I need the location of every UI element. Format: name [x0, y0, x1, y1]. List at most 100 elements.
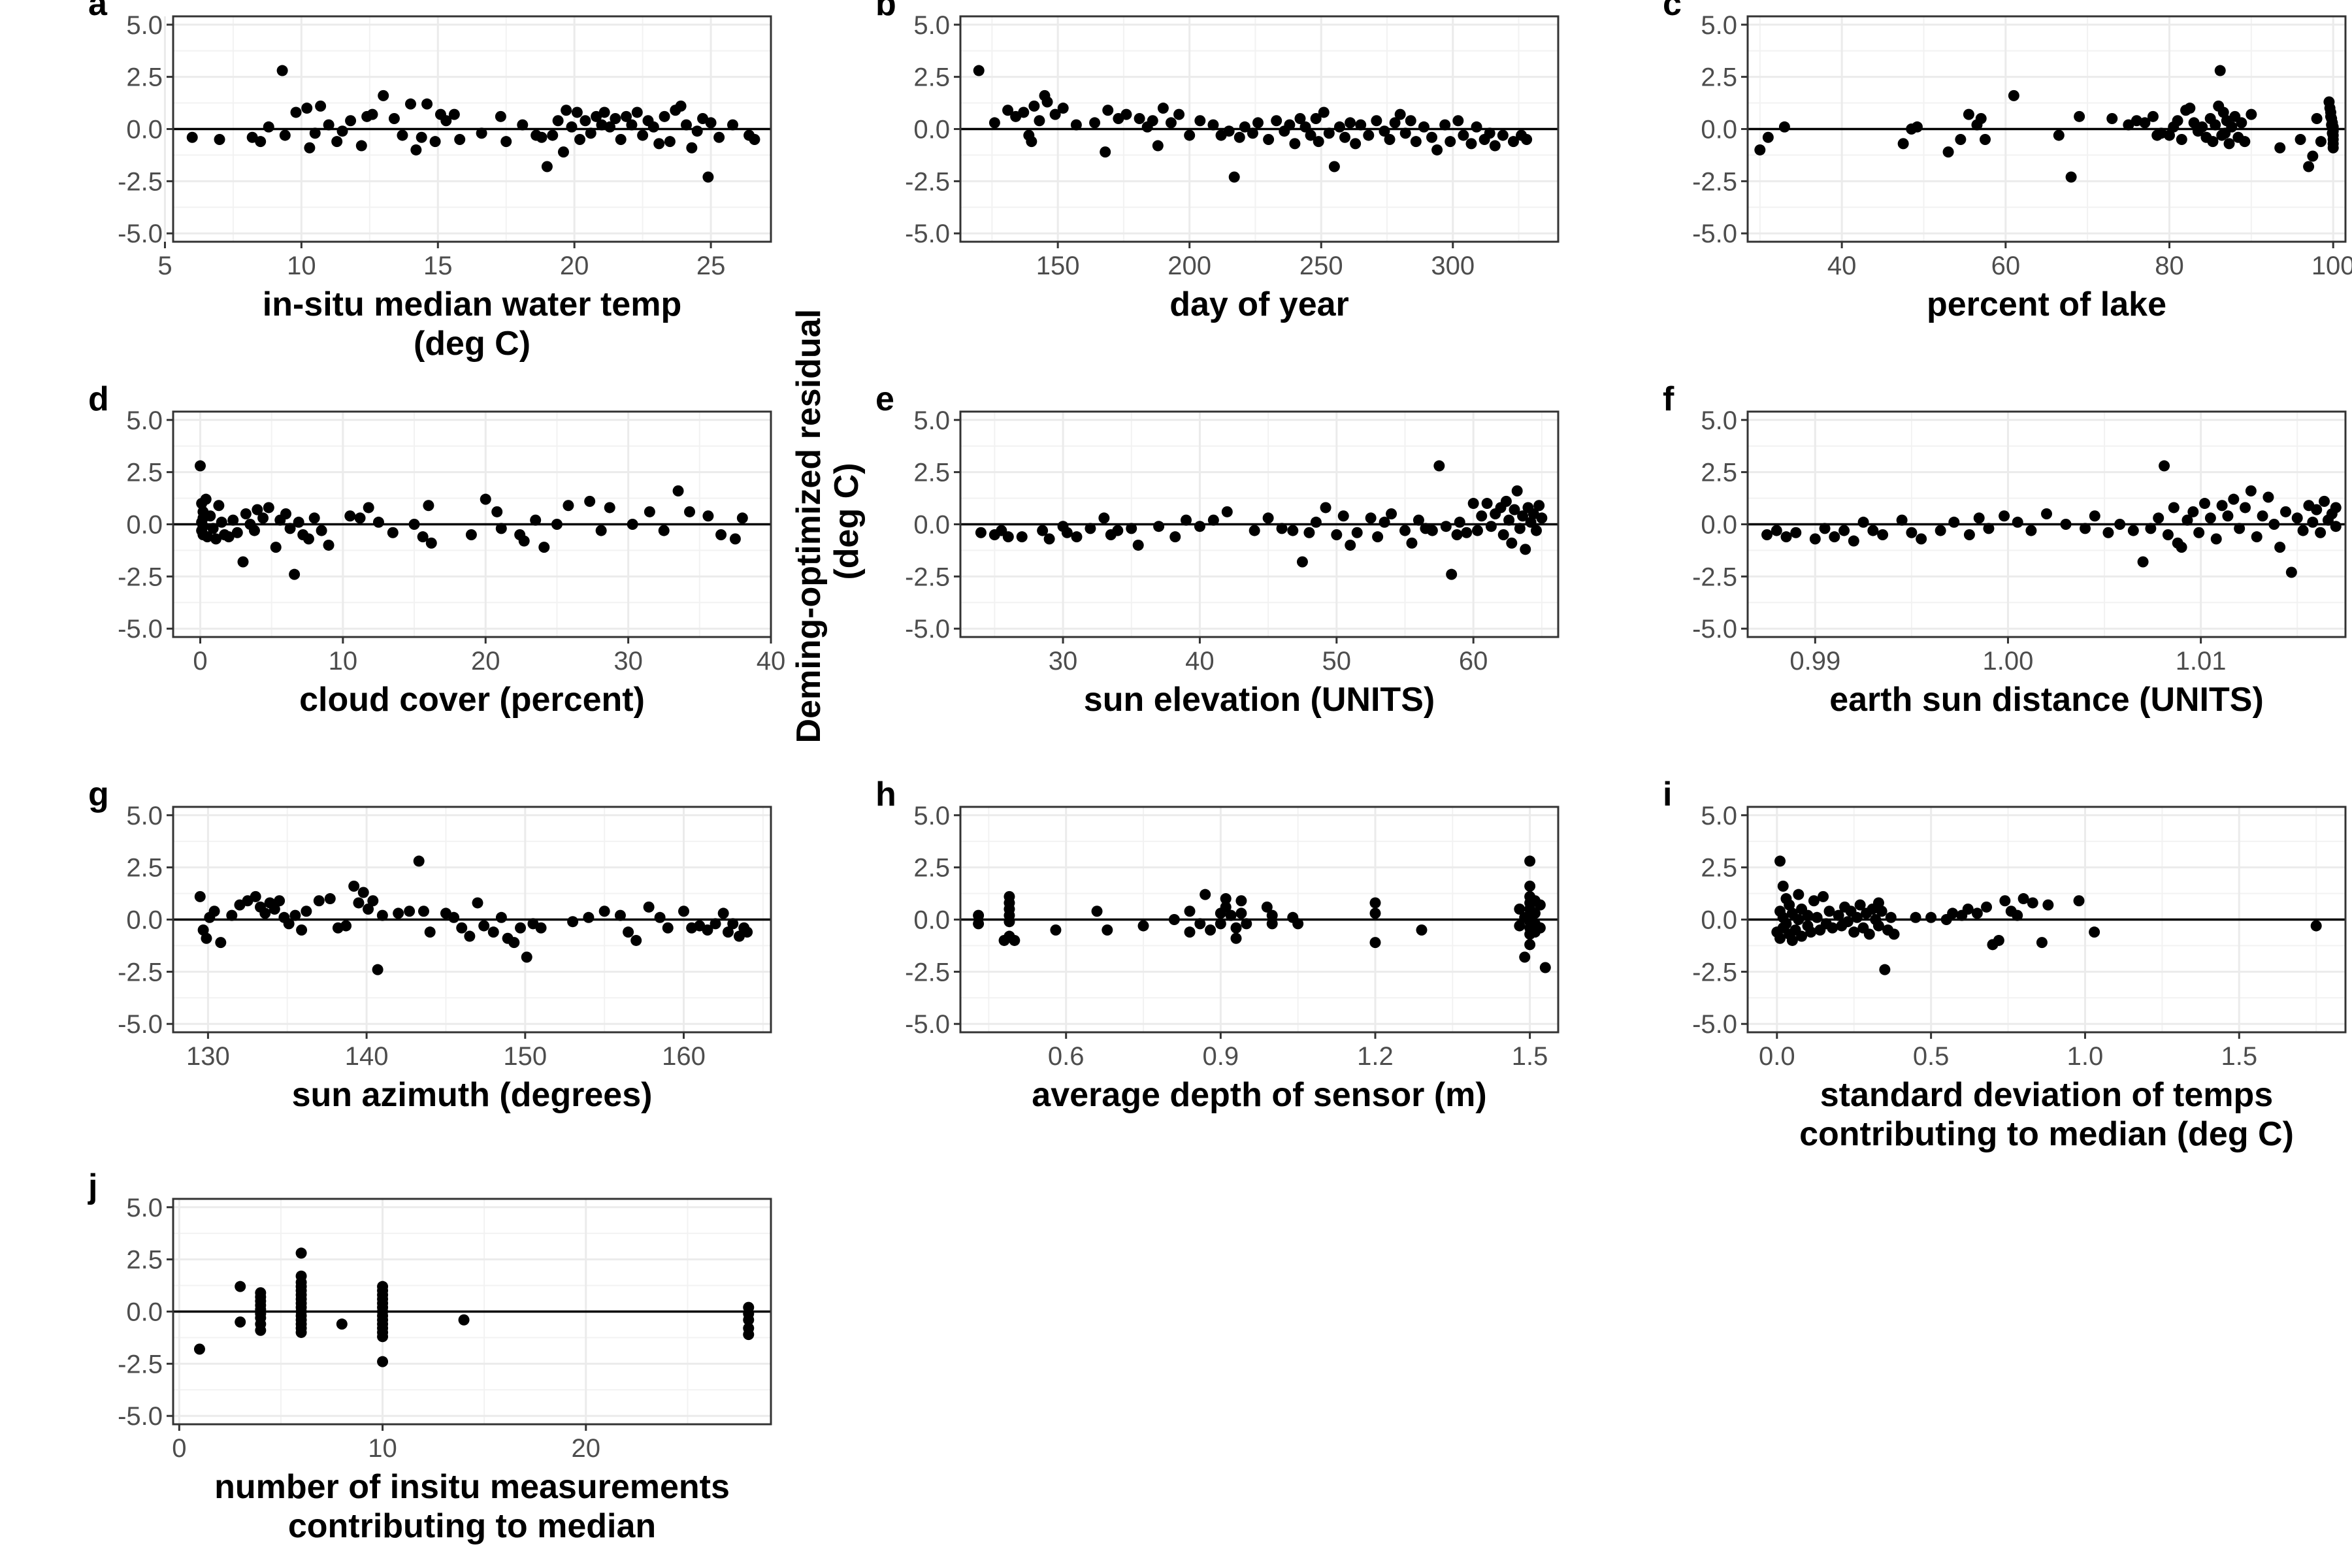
scatter-panels: -5.0 -2.5 0.0 2.5 5.0 5 10 15 20 25 in-situ median… [88, 0, 2352, 1545]
data-point [727, 119, 739, 131]
data-point [1345, 117, 1356, 129]
data-point [1310, 516, 1322, 528]
data-point [1220, 893, 1232, 905]
data-point [1433, 460, 1445, 472]
data-point [393, 907, 404, 919]
data-point [1318, 106, 1330, 118]
data-point [1485, 521, 1497, 532]
data-point [1857, 516, 1869, 528]
data-point [1071, 531, 1083, 543]
data-point [1351, 527, 1363, 538]
data-point [2137, 556, 2149, 568]
data-point [408, 519, 420, 530]
data-point [1034, 115, 1045, 127]
data-point [521, 951, 532, 963]
data-point [1009, 934, 1021, 946]
data-point [1372, 531, 1384, 543]
y-tick-label: 5.0 [126, 1194, 163, 1222]
y-tick-label: 5.0 [126, 11, 163, 40]
y-tick-label: -5.0 [905, 615, 950, 644]
data-point [276, 65, 288, 76]
x-tick-label: 60 [1991, 252, 2021, 280]
panel-tag: e [875, 380, 894, 418]
data-point [1016, 531, 1028, 543]
data-point [2074, 110, 2085, 122]
data-point [500, 136, 512, 148]
y-tick-label: -5.0 [118, 220, 163, 248]
data-point [304, 142, 316, 154]
data-point [2226, 121, 2238, 133]
x-axis-title: average depth of sensor (m) [1032, 1076, 1486, 1114]
data-point [1999, 510, 2010, 522]
data-point [2330, 502, 2342, 514]
data-point [348, 880, 360, 892]
data-point [515, 922, 527, 934]
y-tick-label: -5.0 [1692, 615, 1737, 644]
data-point [580, 115, 591, 127]
panel-a: -5.0 -2.5 0.0 2.5 5.0 5 10 15 20 25 in-situ median… [88, 0, 772, 363]
data-point [315, 100, 327, 112]
data-point [363, 904, 374, 915]
data-point [2210, 533, 2222, 545]
data-point [1287, 525, 1299, 536]
data-point [1762, 131, 1774, 143]
y-tick-label: 5.0 [1701, 802, 1737, 830]
data-point [1786, 934, 1798, 946]
data-point [2193, 527, 2205, 538]
data-point [1405, 115, 1416, 127]
data-point [1310, 113, 1322, 125]
data-point [2315, 136, 2327, 148]
x-tick-label: 15 [423, 252, 453, 280]
data-point [491, 506, 503, 517]
data-point [1519, 951, 1531, 963]
data-point [201, 531, 213, 543]
data-point [610, 113, 621, 125]
data-point [372, 964, 384, 975]
data-point [1497, 529, 1509, 540]
data-point [448, 911, 460, 923]
x-tick-label: 0.0 [1759, 1042, 1795, 1071]
data-point [1413, 514, 1424, 526]
data-point [2216, 500, 2228, 512]
data-point [552, 115, 564, 127]
data-point [487, 926, 499, 938]
data-point [1132, 539, 1144, 551]
data-point [2326, 119, 2338, 131]
data-point [1507, 136, 1519, 148]
data-point [367, 895, 379, 907]
data-point [647, 121, 659, 133]
data-point [2197, 121, 2208, 133]
data-point [1975, 113, 1987, 125]
data-point [1461, 527, 1473, 538]
y-tick-label: -2.5 [118, 563, 163, 591]
data-point [1355, 119, 1367, 131]
data-point [1152, 140, 1164, 152]
x-tick-label: 200 [1168, 252, 1211, 280]
data-point [194, 460, 206, 472]
data-point [1509, 504, 1520, 515]
data-point [2172, 115, 2183, 127]
x-axis-title: sun elevation (UNITS) [1084, 681, 1435, 719]
y-tick-label: -2.5 [118, 167, 163, 196]
panel-tag: a [88, 0, 108, 23]
data-point [263, 502, 274, 514]
data-point [637, 129, 649, 141]
data-point [675, 100, 687, 112]
y-tick-label: 0.0 [126, 1298, 163, 1327]
data-point [1345, 539, 1356, 551]
x-axis-title: number of insitu measurements [214, 1468, 730, 1506]
data-point [1085, 523, 1096, 534]
data-point [1467, 498, 1479, 510]
x-axis-title: in-situ median water temp [263, 286, 681, 323]
data-point [1802, 909, 1814, 921]
data-point [1043, 533, 1055, 545]
data-point [2303, 161, 2315, 172]
data-point [355, 140, 367, 152]
data-point [973, 909, 985, 921]
data-point [604, 502, 615, 514]
data-point [1793, 914, 1805, 925]
data-point [672, 485, 684, 497]
data-point [1465, 138, 1477, 150]
data-point [2217, 106, 2229, 118]
data-point [1386, 508, 1397, 520]
